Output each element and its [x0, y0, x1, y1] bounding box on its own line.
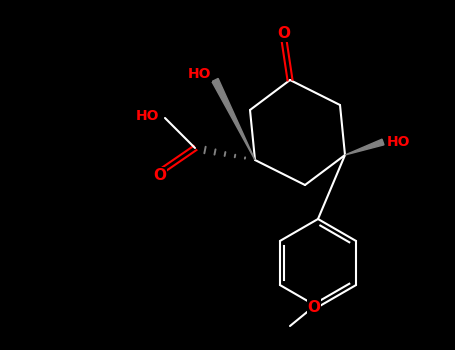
- Text: HO: HO: [136, 109, 159, 123]
- Text: HO: HO: [387, 135, 410, 149]
- Text: O: O: [308, 300, 320, 315]
- Text: O: O: [153, 168, 167, 182]
- Polygon shape: [212, 78, 255, 160]
- Text: HO: HO: [187, 67, 211, 81]
- Polygon shape: [345, 139, 384, 155]
- Text: O: O: [278, 27, 290, 42]
